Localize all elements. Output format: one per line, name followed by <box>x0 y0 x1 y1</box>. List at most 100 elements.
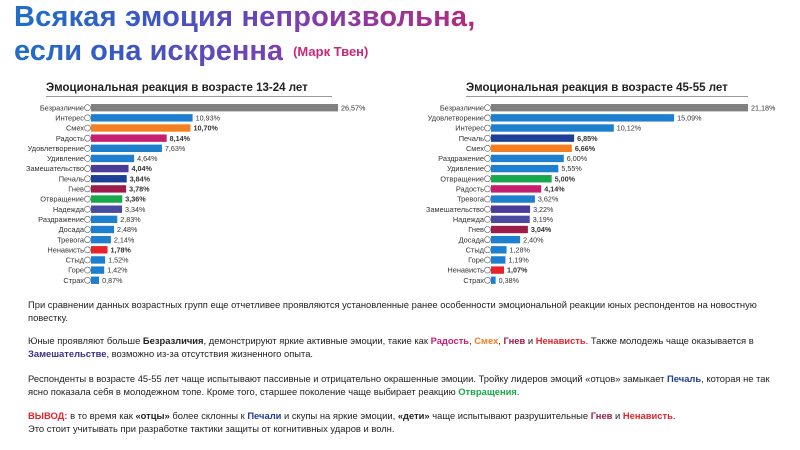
value-label-c2-17: 0,38% <box>499 276 520 285</box>
emoji-icon-c1-14 <box>84 246 91 254</box>
hl-hatred-2: Ненависть <box>622 410 673 421</box>
bar-c2-15 <box>491 256 506 264</box>
value-label-c1-3: 8,14% <box>170 134 191 143</box>
value-label-c2-6: 5,55% <box>561 164 582 173</box>
hl-anger: Гнев <box>503 335 526 346</box>
emoji-icon-c2-8 <box>484 185 491 193</box>
bar-c2-14 <box>491 246 507 254</box>
bar-c2-0 <box>491 104 748 112</box>
value-label-c1-1: 10,93% <box>196 113 221 122</box>
bar-c2-12 <box>491 225 528 234</box>
value-label-c1-16: 1,42% <box>107 266 128 275</box>
category-label-c2-4: Смех <box>466 144 484 153</box>
emoji-icon-c2-13 <box>484 236 491 243</box>
category-label-c1-16: Горе <box>68 266 84 275</box>
bar-c2-17 <box>491 276 496 284</box>
bar-c1-14 <box>91 246 108 254</box>
value-label-c2-16: 1,07% <box>507 266 528 275</box>
category-label-c1-10: Надежда <box>53 205 85 214</box>
hl-hatred: Ненависть <box>535 335 586 346</box>
emoji-icon-c2-0 <box>484 104 491 111</box>
bar-c1-1 <box>91 114 193 122</box>
category-label-c1-15: Стыд <box>66 256 85 265</box>
value-label-c1-0: 26,57% <box>341 103 366 112</box>
emoji-icon-c1-15 <box>84 256 91 264</box>
hl-fathers: «отцы» <box>135 410 170 421</box>
emoji-icon-c1-11 <box>84 216 91 223</box>
emoji-icon-c1-1 <box>84 114 91 122</box>
category-label-c2-9: Тревога <box>457 195 485 204</box>
category-label-c2-17: Страх <box>463 276 484 285</box>
category-label-c2-3: Печаль <box>459 134 484 143</box>
title-line-1: Всякая эмоция непроизвольна, <box>14 1 476 33</box>
category-label-c1-0: Безразличие <box>40 103 84 112</box>
emoji-icon-c2-10 <box>484 205 491 213</box>
bar-c2-8 <box>491 185 542 193</box>
bar-c1-0 <box>91 104 338 112</box>
bar-c2-11 <box>491 215 530 224</box>
category-label-c2-6: Удивление <box>447 164 484 173</box>
emoji-icon-c1-16 <box>84 266 91 274</box>
bar-c2-6 <box>491 164 559 173</box>
value-label-c2-9: 3,62% <box>538 195 559 204</box>
category-label-c2-10: Замешательство <box>426 205 484 214</box>
value-label-c2-3: 6,85% <box>577 134 598 143</box>
category-label-c1-14: Ненависть <box>47 245 84 254</box>
hl-anger-2: Гнев <box>590 410 613 421</box>
value-label-c1-6: 4,04% <box>132 164 153 173</box>
bar-c1-5 <box>91 154 135 163</box>
category-label-c1-1: Интерес <box>55 113 84 122</box>
hl-disgust: Отвращения <box>458 386 517 397</box>
category-label-c1-9: Отвращение <box>40 195 84 204</box>
emoji-icon-c1-8 <box>84 185 91 193</box>
hl-conclusion: ВЫВОД: <box>28 410 68 421</box>
bar-c1-15 <box>91 256 106 264</box>
bar-c1-4 <box>91 144 162 152</box>
emoji-icon-c2-7 <box>484 175 491 183</box>
emoji-icon-c2-15 <box>484 256 491 264</box>
category-label-c1-7: Печаль <box>59 174 84 183</box>
category-label-c2-12: Гнев <box>468 225 484 234</box>
emoji-icon-c1-17 <box>84 276 91 284</box>
emoji-icon-c2-6 <box>484 165 491 172</box>
value-label-c2-1: 15,09% <box>677 113 702 122</box>
bar-c2-7 <box>491 175 552 183</box>
bar-c1-7 <box>91 175 127 183</box>
paragraph-2: Юные проявляют больше Безразличия, демон… <box>28 335 754 359</box>
quote-author: (Марк Твен) <box>293 44 369 59</box>
value-label-c2-4: 6,66% <box>575 144 596 153</box>
emoji-icon-c2-14 <box>484 246 491 254</box>
paragraph-3: Респонденты в возрасте 45-55 лет чаще ис… <box>28 373 770 397</box>
bar-c2-3 <box>491 134 575 142</box>
value-label-c2-5: 6,00% <box>567 154 588 163</box>
emoji-icon-c1-2 <box>84 124 91 132</box>
bar-c1-11 <box>91 215 118 224</box>
category-label-c1-2: Смех <box>66 124 84 133</box>
value-label-c1-8: 3,78% <box>129 185 150 194</box>
bar-c2-4 <box>491 144 572 152</box>
value-label-c1-17: 0,87% <box>102 276 123 285</box>
emoji-icon-c1-4 <box>84 144 91 152</box>
page-title: Всякая эмоция непроизвольна, если она ис… <box>14 0 714 69</box>
category-label-c1-8: Гнев <box>68 185 84 194</box>
category-label-c2-5: Раздражение <box>438 154 484 163</box>
bar-c2-13 <box>491 235 521 244</box>
value-label-c1-12: 2,48% <box>117 225 138 234</box>
hl-sadness: Печаль <box>667 373 702 384</box>
emoji-icon-c1-10 <box>84 205 91 213</box>
value-label-c1-11: 2,83% <box>120 215 141 224</box>
value-label-c1-2: 10,70% <box>193 124 218 133</box>
category-label-c2-8: Радость <box>456 185 484 194</box>
category-label-c1-17: Страх <box>63 276 84 285</box>
value-label-c1-15: 1,52% <box>108 256 129 265</box>
emoji-icon-c2-16 <box>484 266 491 274</box>
bar-c1-9 <box>91 195 123 203</box>
category-label-c2-11: Надежда <box>453 215 485 224</box>
category-label-c2-16: Ненависть <box>447 266 484 275</box>
value-label-c2-14: 1,28% <box>510 245 531 254</box>
value-label-c2-13: 2,40% <box>523 235 544 244</box>
bar-c1-16 <box>91 266 105 274</box>
value-label-c2-11: 3,19% <box>533 215 554 224</box>
chart-young: Безразличие 26,57% Интерес 10,93% Смех 10,70%… <box>26 103 366 285</box>
bar-c1-3 <box>91 134 167 142</box>
